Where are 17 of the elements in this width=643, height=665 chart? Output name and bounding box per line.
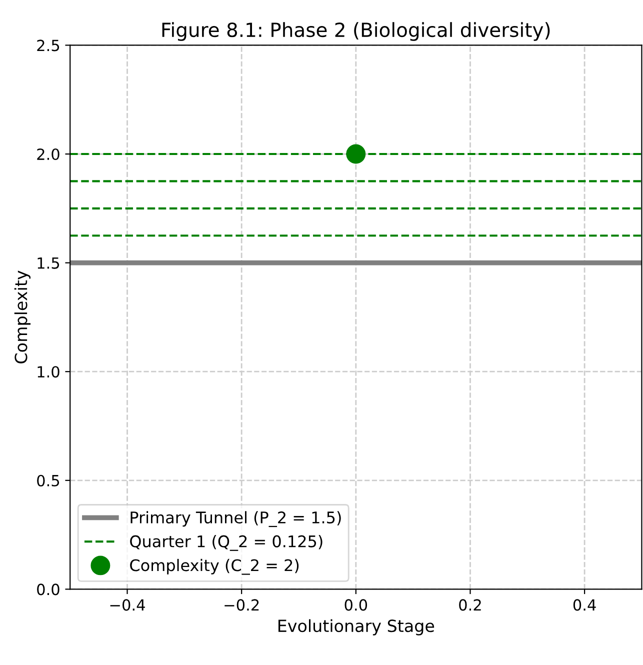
legend-label: Primary Tunnel (P_2 = 1.5) [130,511,341,528]
y-tick-label: 1.5 [38,257,60,269]
x-tick-label: 0.0 [344,599,368,611]
legend-label: Complexity (C_2 = 2) [130,558,299,575]
y-tick-label: 2.5 [37,40,60,52]
y-tick-label: 2.0 [37,148,60,160]
y-axis-title: Complexity [14,270,31,364]
x-axis-title: Evolutionary Stage [278,619,434,636]
y-tick-label: 0.5 [37,474,60,486]
y-tick-label: 0.0 [37,584,60,596]
x-tick-label: −0.4 [110,599,145,611]
legend-label: Quarter 1 (Q_2 = 0.125) [130,535,322,551]
x-tick-label: 0.2 [459,599,481,611]
chart-title: Figure 8.1: Phase 2 (Biological diversity) [162,22,550,41]
x-tick-label: −0.2 [224,599,259,611]
y-tick-label: 1.0 [38,366,60,378]
x-tick-label: 0.4 [573,599,596,611]
